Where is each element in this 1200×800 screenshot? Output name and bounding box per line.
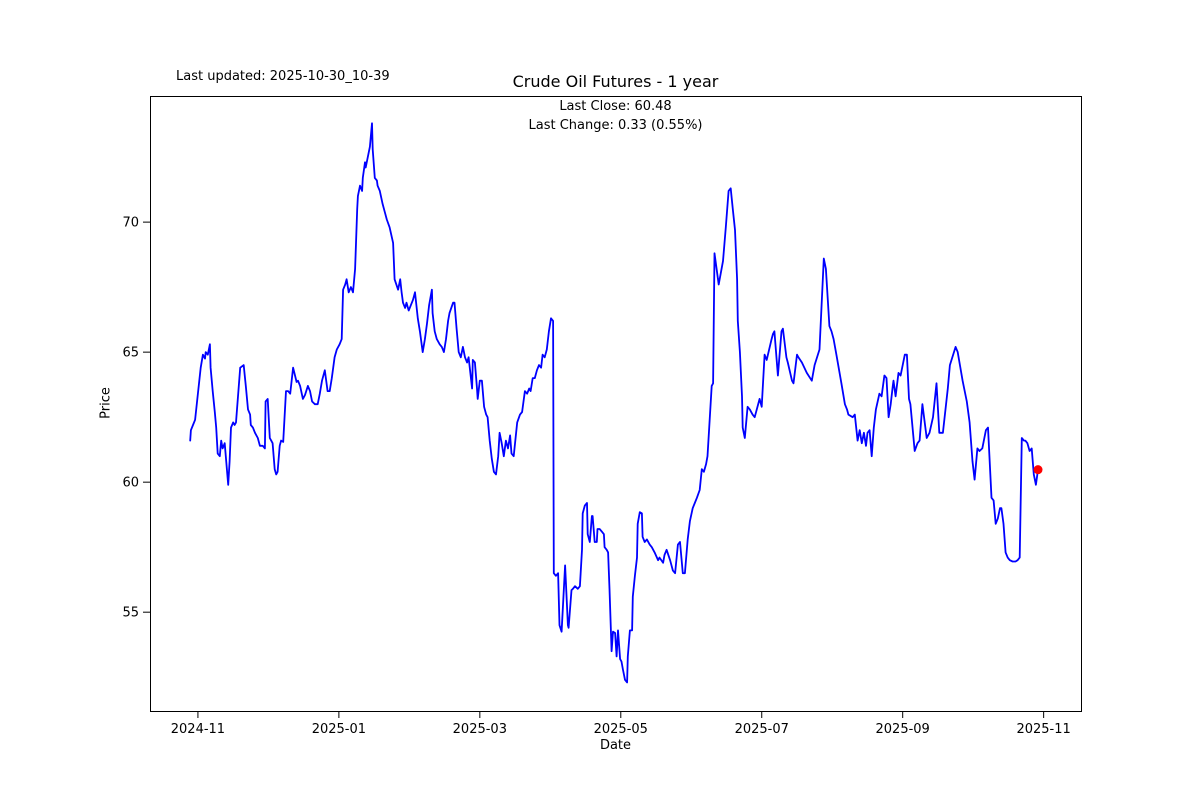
x-axis-label: Date: [599, 738, 632, 753]
last-updated-text: Last updated: 2025-10-30_10-39: [176, 69, 390, 84]
x-tick-label: 2025-03: [453, 722, 507, 737]
last-price-marker: [1033, 465, 1043, 475]
y-tick-label: 70: [122, 216, 139, 231]
y-axis-label: Price: [98, 387, 114, 419]
y-tick-label: 55: [122, 606, 139, 621]
x-tick-label: 2024-11: [171, 722, 225, 737]
x-tick-label: 2025-09: [876, 722, 930, 737]
price-line: [189, 122, 1039, 684]
x-tick-label: 2025-11: [1016, 722, 1070, 737]
plot-frame: [150, 96, 1082, 712]
last-close-annotation: Last Close: 60.48 Last Change: 0.33 (0.5…: [150, 97, 1081, 135]
x-tick-label: 2025-01: [312, 722, 366, 737]
y-tick-label: 60: [122, 476, 139, 491]
y-tick-label: 65: [122, 346, 139, 361]
chart-title: Crude Oil Futures - 1 year: [512, 72, 719, 91]
last-close-line: Last Close: 60.48: [559, 99, 672, 114]
x-tick-label: 2025-07: [735, 722, 789, 737]
last-change-line: Last Change: 0.33 (0.55%): [528, 118, 703, 133]
x-tick-label: 2025-05: [594, 722, 648, 737]
